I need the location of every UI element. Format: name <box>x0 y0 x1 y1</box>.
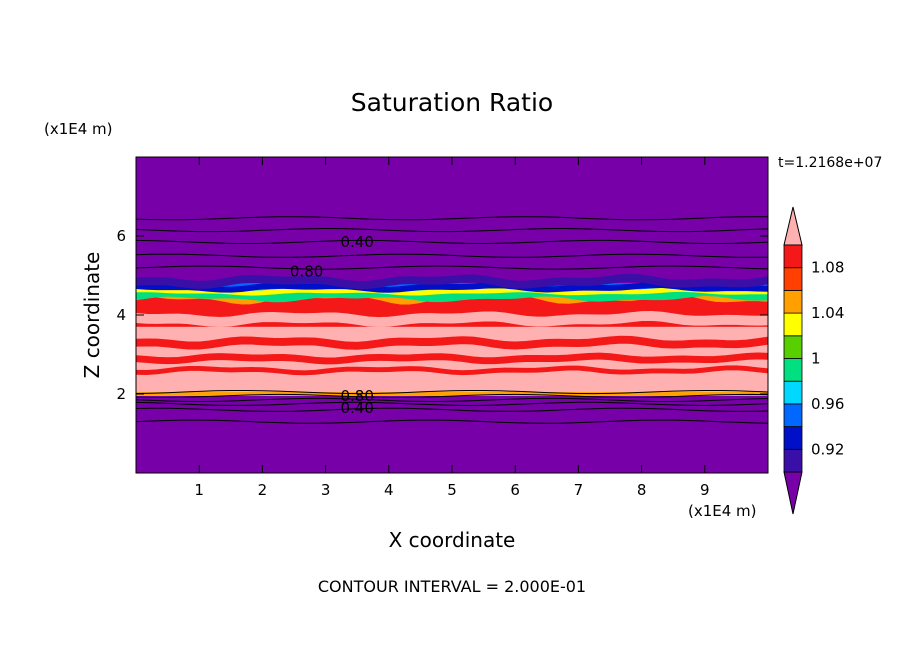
colorbar-segment <box>783 244 803 269</box>
colorbar-segment <box>783 403 803 427</box>
contour-line-6 <box>136 265 768 270</box>
field-band-0 <box>136 395 768 473</box>
y-tick-label: 4 <box>116 306 126 324</box>
x-tick-label: 7 <box>574 481 584 499</box>
contour-label: 0.80 <box>290 263 323 281</box>
x-tick-label: 1 <box>194 481 204 499</box>
field-streak-7 <box>136 286 768 296</box>
x-tick-label: 2 <box>258 481 268 499</box>
colorbar-extend-max <box>783 206 803 246</box>
x-tick-label: 9 <box>700 481 710 499</box>
field-streak-2 <box>136 310 768 328</box>
colorbar-segment <box>783 448 803 473</box>
colorbar-segment <box>783 289 803 314</box>
time-label: t=1.2168e+07 <box>778 155 883 171</box>
y-unit-label: (x1E4 m) <box>44 120 113 138</box>
x-tick-label: 8 <box>637 481 647 499</box>
contour-line-4 <box>136 393 768 398</box>
chart-title: Saturation Ratio <box>350 88 554 117</box>
x-tick-label: 6 <box>510 481 520 499</box>
contour-line-1 <box>136 407 768 412</box>
field-band-1 <box>136 392 768 396</box>
contour-line-3 <box>136 397 768 403</box>
x-unit-label: (x1E4 m) <box>688 502 757 520</box>
x-axis-label: X coordinate <box>388 528 516 552</box>
field-streak-3 <box>136 335 768 350</box>
colorbar-segment <box>783 267 803 291</box>
y-tick-label: 2 <box>116 385 126 403</box>
contour-label: 0.40 <box>340 233 373 251</box>
contour-line-9 <box>136 227 768 233</box>
contour-label: 0.80 <box>340 387 373 405</box>
contour-line-10 <box>136 216 768 221</box>
colorbar-segment <box>783 380 803 405</box>
colorbar-label: 1 <box>811 350 821 368</box>
x-tick-label: 4 <box>384 481 394 499</box>
field-streak-4 <box>136 352 768 365</box>
colorbar-segment <box>783 312 803 337</box>
colorbar-segment <box>783 335 803 359</box>
colorbar-label: 0.92 <box>811 440 844 458</box>
colorbar-label: 1.04 <box>811 304 844 322</box>
field-streak-9 <box>136 273 768 290</box>
contour-line-7 <box>136 253 768 258</box>
y-tick-label: 6 <box>116 227 126 245</box>
contour-line-8 <box>136 239 768 245</box>
colorbar-label: 1.08 <box>811 259 844 277</box>
colorbar-segment <box>783 426 803 450</box>
colorbar-extend-min <box>783 471 803 515</box>
contour-interval-note: CONTOUR INTERVAL = 2.000E-01 <box>317 577 587 596</box>
x-tick-label: 3 <box>321 481 331 499</box>
colorbar-label: 0.96 <box>811 395 844 413</box>
contour-line-2 <box>136 401 768 407</box>
x-tick-label: 5 <box>447 481 457 499</box>
contour-line-0 <box>136 419 768 424</box>
field-band-7 <box>136 157 768 284</box>
contour-line-5 <box>136 390 768 395</box>
field-streak-1 <box>136 294 768 320</box>
colorbar-segment <box>783 358 803 382</box>
field-streak-5 <box>136 365 768 376</box>
contour-label: 0.40 <box>340 399 373 417</box>
